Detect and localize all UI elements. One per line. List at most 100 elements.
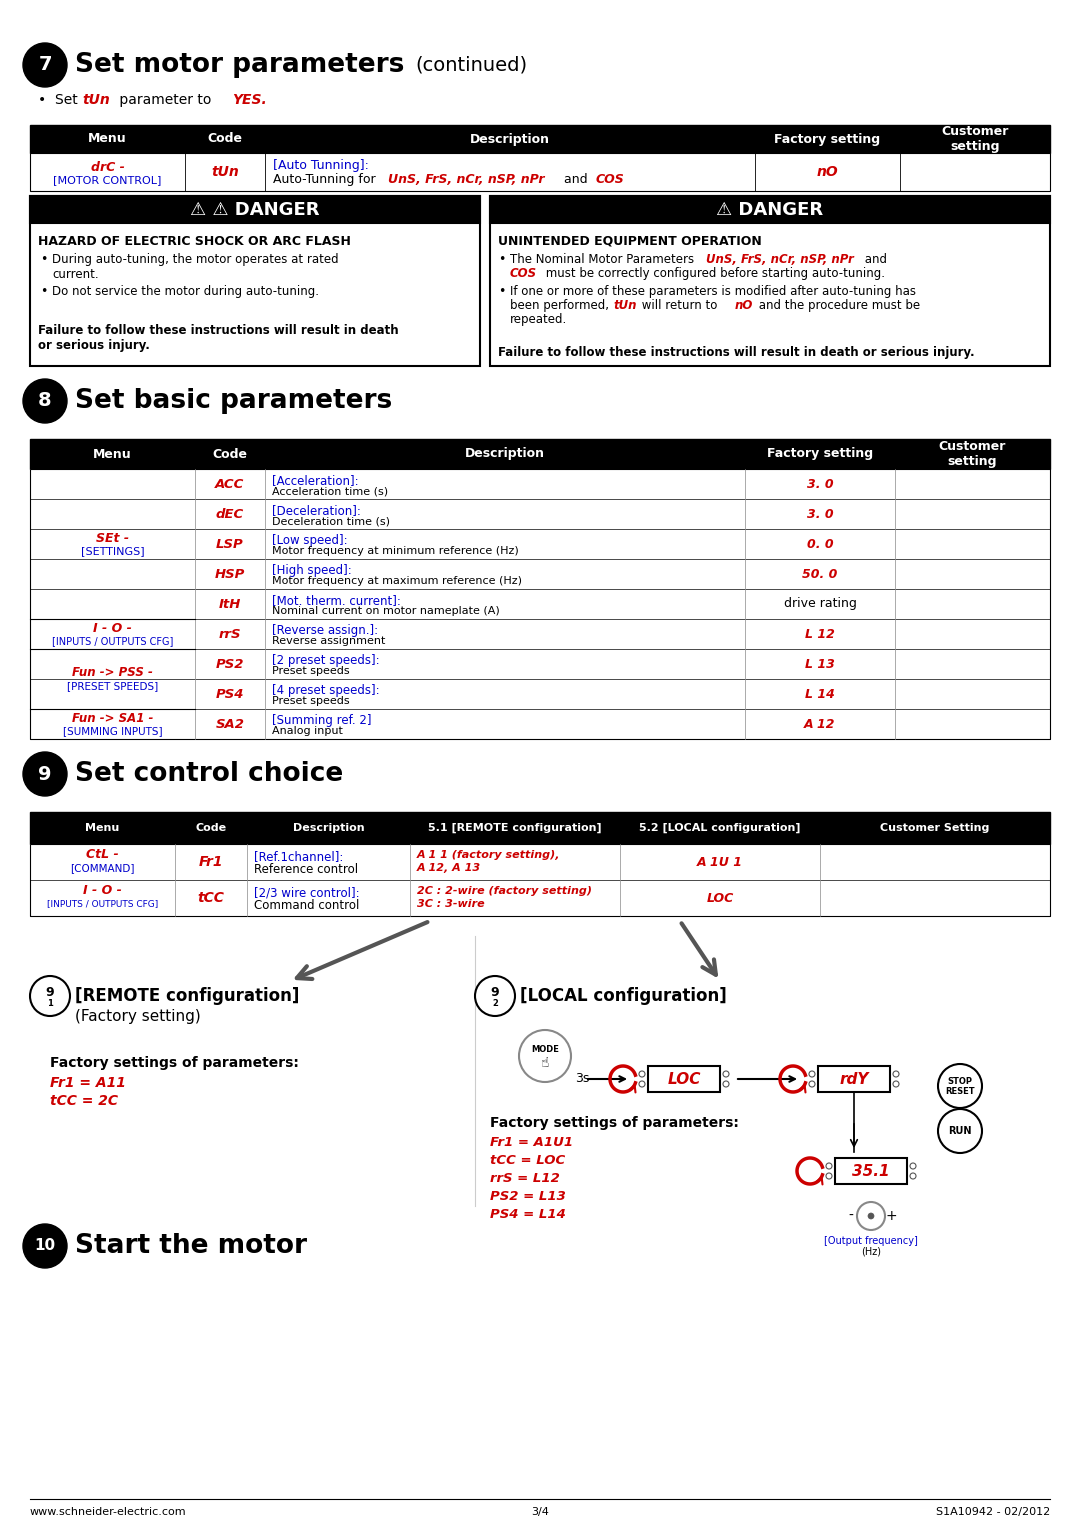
Text: [Output frequency]: [Output frequency] [824,1235,918,1246]
Text: CtL -: CtL - [86,847,119,861]
Text: Factory setting: Factory setting [774,133,880,145]
Text: LOC: LOC [667,1072,701,1087]
Circle shape [723,1070,729,1077]
Bar [490,195,1050,223]
Text: tCC = 2C: tCC = 2C [50,1093,118,1109]
Text: 2: 2 [492,999,498,1008]
Text: PS2: PS2 [216,658,244,670]
Text: L 13: L 13 [805,658,835,670]
Text: parameter to: parameter to [114,93,216,107]
Text: Menu: Menu [89,133,126,145]
Text: Customer Setting: Customer Setting [880,823,989,834]
Circle shape [939,1064,982,1109]
Text: [COMMAND]: [COMMAND] [70,863,135,873]
Text: RUN: RUN [948,1125,972,1136]
Text: 10: 10 [35,1238,55,1254]
Bar [835,1157,907,1183]
Text: tUn: tUn [211,165,239,179]
Text: Code: Code [207,133,243,145]
Text: 1: 1 [48,999,53,1008]
Text: [Low speed]:: [Low speed]: [272,534,348,547]
Text: 0. 0: 0. 0 [807,538,834,551]
Text: [Deceleration]:: [Deceleration]: [272,504,361,518]
Bar [30,559,1050,589]
Text: [2 preset speeds]:: [2 preset speeds]: [272,654,380,667]
Circle shape [910,1164,916,1170]
Bar [30,438,1050,469]
Text: 50. 0: 50. 0 [802,568,838,580]
Text: Fr1 = A1U1: Fr1 = A1U1 [490,1136,573,1148]
Text: Start the motor: Start the motor [75,1232,307,1258]
Text: 8: 8 [38,391,52,411]
Text: UnS, FrS, nCr, nSP, nPr: UnS, FrS, nCr, nSP, nPr [388,173,544,186]
Text: 5.2 [LOCAL configuration]: 5.2 [LOCAL configuration] [639,823,800,834]
Bar [818,1066,890,1092]
Text: tUn: tUn [615,299,637,312]
Bar [30,499,1050,528]
Text: Motor frequency at maximum reference (Hz): Motor frequency at maximum reference (Hz… [272,576,522,586]
Text: [Reverse assign.]:: [Reverse assign.]: [272,625,378,637]
Bar [30,649,1050,680]
Text: and: and [861,253,887,266]
Bar [30,844,1050,916]
Text: 9: 9 [45,986,54,1000]
Text: and: and [561,173,592,186]
Text: Menu: Menu [85,823,120,834]
Text: Reference control: Reference control [254,863,359,876]
Text: RESET: RESET [945,1087,975,1096]
Circle shape [893,1070,899,1077]
Text: 9: 9 [490,986,499,1000]
Text: [High speed]:: [High speed]: [272,563,352,577]
Text: Preset speeds: Preset speeds [272,666,350,676]
Text: [4 preset speeds]:: [4 preset speeds]: [272,684,380,696]
Text: dEC: dEC [216,507,244,521]
Text: 3C : 3-wire: 3C : 3-wire [417,899,485,909]
Text: Failure to follow these instructions will result in death
or serious injury.: Failure to follow these instructions wil… [38,324,399,353]
Text: [SUMMING INPUTS]: [SUMMING INPUTS] [63,725,162,736]
Text: [PRESET SPEEDS]: [PRESET SPEEDS] [67,681,158,692]
Text: Nominal current on motor nameplate (A): Nominal current on motor nameplate (A) [272,606,500,615]
Bar [30,589,1050,618]
Circle shape [858,1202,885,1231]
Circle shape [23,1225,67,1267]
Text: 7: 7 [38,55,52,75]
Circle shape [30,976,70,1015]
Bar [30,195,480,223]
Text: Fr1: Fr1 [199,855,224,869]
Text: will return to: will return to [638,299,721,312]
Text: Customer
setting: Customer setting [942,125,1009,153]
Bar [30,709,1050,739]
Text: 3s: 3s [575,1072,590,1084]
Text: •: • [38,93,46,107]
Text: Acceleration time (s): Acceleration time (s) [272,486,388,496]
Text: (continued): (continued) [415,55,527,75]
Text: nO: nO [735,299,754,312]
Text: ItH: ItH [219,597,241,611]
Text: +: + [886,1209,896,1223]
Text: 3. 0: 3. 0 [807,478,834,490]
Bar [30,469,1050,739]
Text: 2C : 2-wire (factory setting): 2C : 2-wire (factory setting) [417,886,592,896]
Text: Code: Code [195,823,227,834]
Bar [30,812,1050,844]
Text: [2/3 wire control]:: [2/3 wire control]: [254,886,360,899]
Circle shape [639,1081,645,1087]
Text: Fr1 = A11: Fr1 = A11 [50,1077,126,1090]
Bar [30,680,1050,709]
Text: A 12, A 13: A 12, A 13 [417,863,481,873]
Text: Reverse assignment: Reverse assignment [272,637,386,646]
Text: [Ref.1channel]:: [Ref.1channel]: [254,851,343,863]
Text: -: - [849,1209,853,1223]
Text: www.schneider-electric.com: www.schneider-electric.com [30,1507,187,1516]
Text: HSP: HSP [215,568,245,580]
Text: COS: COS [596,173,624,186]
Text: UNINTENDED EQUIPMENT OPERATION: UNINTENDED EQUIPMENT OPERATION [498,235,761,247]
Text: Description: Description [470,133,550,145]
Text: A 1 1 (factory setting),: A 1 1 (factory setting), [417,851,561,860]
Text: •: • [40,286,48,298]
Circle shape [893,1081,899,1087]
Text: ☝: ☝ [541,1057,550,1070]
Circle shape [639,1070,645,1077]
Bar [30,153,1050,191]
Text: •: • [498,253,505,266]
